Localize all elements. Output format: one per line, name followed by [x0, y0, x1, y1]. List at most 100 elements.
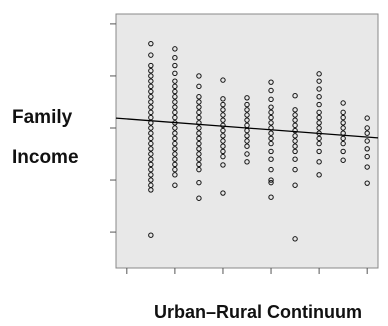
point — [340, 135, 346, 142]
point — [172, 114, 178, 121]
point — [172, 104, 178, 110]
point — [220, 190, 226, 196]
point — [292, 236, 298, 242]
point — [148, 114, 154, 121]
point — [148, 151, 154, 157]
point — [172, 161, 178, 168]
point — [316, 109, 322, 116]
point — [148, 135, 154, 142]
point — [196, 161, 202, 168]
point — [172, 146, 178, 152]
point — [316, 78, 322, 84]
point — [340, 109, 346, 116]
point — [292, 143, 298, 149]
point — [292, 93, 298, 99]
plot-area — [115, 13, 379, 269]
point — [316, 101, 322, 108]
point — [316, 135, 322, 142]
point — [268, 179, 274, 186]
point — [172, 140, 178, 147]
point — [196, 109, 202, 116]
point — [316, 172, 322, 178]
point — [172, 125, 178, 131]
point — [340, 148, 346, 155]
point — [268, 87, 274, 94]
point — [244, 138, 250, 144]
point — [172, 172, 178, 178]
point — [292, 117, 298, 123]
point — [196, 83, 202, 90]
point — [172, 166, 178, 173]
point — [292, 166, 298, 173]
point — [148, 94, 154, 100]
point — [268, 135, 274, 142]
point — [196, 179, 202, 186]
point — [292, 138, 298, 144]
point — [172, 130, 178, 136]
point — [148, 166, 154, 173]
point — [172, 135, 178, 142]
point — [172, 46, 178, 52]
point — [268, 177, 274, 183]
point — [196, 146, 202, 152]
point — [172, 78, 178, 84]
point — [340, 157, 346, 163]
point — [148, 146, 154, 152]
point — [364, 138, 370, 144]
point — [220, 112, 226, 118]
point — [148, 88, 154, 95]
x-axis-label: Urban–Rural Continuum — [154, 302, 362, 322]
point — [148, 73, 154, 79]
point — [292, 148, 298, 155]
point — [316, 120, 322, 126]
point — [268, 140, 274, 147]
point — [196, 151, 202, 157]
point — [364, 146, 370, 152]
point — [196, 135, 202, 142]
point — [244, 159, 250, 165]
point — [220, 117, 226, 123]
point — [268, 148, 274, 155]
point — [220, 148, 226, 155]
point — [268, 104, 274, 110]
point — [148, 177, 154, 183]
point — [220, 107, 226, 113]
point — [148, 78, 154, 84]
point — [364, 164, 370, 170]
point — [172, 156, 178, 162]
point — [244, 112, 250, 118]
point — [244, 95, 250, 101]
point — [316, 86, 322, 92]
point — [196, 130, 202, 136]
point — [340, 100, 346, 106]
point — [244, 107, 250, 113]
point — [292, 127, 298, 134]
point — [148, 232, 154, 238]
point — [292, 133, 298, 139]
point — [196, 125, 202, 131]
point — [244, 143, 250, 149]
point — [148, 99, 154, 105]
point — [172, 55, 178, 61]
point — [316, 159, 322, 165]
point — [172, 62, 178, 69]
point — [220, 77, 226, 83]
point — [364, 125, 370, 131]
point — [244, 133, 250, 139]
point — [316, 94, 322, 100]
point — [244, 101, 250, 108]
point — [172, 70, 178, 77]
point — [172, 88, 178, 95]
point — [268, 194, 274, 200]
point — [148, 109, 154, 116]
point — [196, 166, 202, 173]
point — [172, 109, 178, 116]
point — [244, 151, 250, 157]
point — [196, 140, 202, 147]
point — [268, 109, 274, 116]
point — [220, 96, 226, 102]
y-axis-label: Income — [12, 147, 79, 168]
point — [364, 180, 370, 186]
point — [148, 140, 154, 147]
